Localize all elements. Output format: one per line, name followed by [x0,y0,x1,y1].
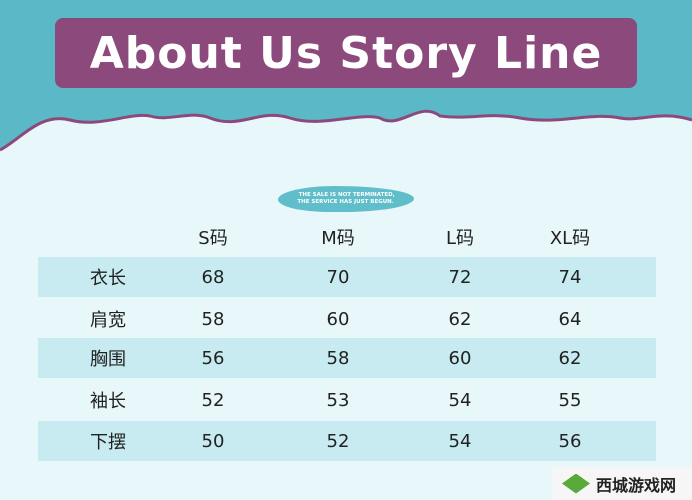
table-row: 肩宽 58 60 62 64 [38,299,656,339]
value-cell: 50 [201,430,225,452]
value-cell: 58 [201,308,225,330]
row-label: 衣长 [90,268,126,289]
value-cell: 52 [201,389,225,411]
value-cell: 62 [558,347,582,369]
value-cell: 53 [326,389,350,411]
header-cell: XL码 [549,228,591,249]
value-cell: 62 [448,308,472,330]
header-cell: S码 [198,228,228,249]
table-row: 胸围 56 58 60 62 [38,338,656,378]
tagline-line: THE SALE IS NOT TERMINATED, [298,192,395,198]
value-cell: 58 [326,347,350,369]
row-label: 袖长 [90,391,126,412]
title-banner: About Us Story Line [55,18,637,88]
value-cell: 74 [558,266,582,288]
header-cell: L码 [445,228,475,249]
logo-icon [562,473,590,494]
page-title: About Us Story Line [89,27,603,79]
row-label: 下摆 [90,432,126,453]
value-cell: 56 [558,430,582,452]
tagline-line: THE SERVICE HAS JUST BEGUN. [297,199,394,205]
value-cell: 60 [448,347,472,369]
header-cell: M码 [321,228,355,249]
tagline-brush: THE SALE IS NOT TERMINATED, THE SERVICE … [275,186,417,212]
table-row: 衣长 68 70 72 74 [38,257,656,297]
table-row: 下摆 50 52 54 56 [38,421,656,461]
row-label: 胸围 [90,349,126,370]
table-row: 袖长 52 53 54 55 [38,380,656,420]
value-cell: 56 [201,347,225,369]
value-cell: 54 [448,389,472,411]
value-cell: 54 [448,430,472,452]
value-cell: 72 [448,266,472,288]
value-cell: 68 [201,266,225,288]
watermark-logo: 西城游戏网 [552,467,692,500]
value-cell: 60 [326,308,350,330]
value-cell: 64 [558,308,582,330]
value-cell: 55 [558,389,582,411]
row-label: 肩宽 [90,310,126,331]
value-cell: 52 [326,430,350,452]
watermark-name: 西城游戏网 [596,475,677,495]
value-cell: 70 [326,266,350,288]
table-header: S码 M码 L码 XL码 [38,217,656,257]
